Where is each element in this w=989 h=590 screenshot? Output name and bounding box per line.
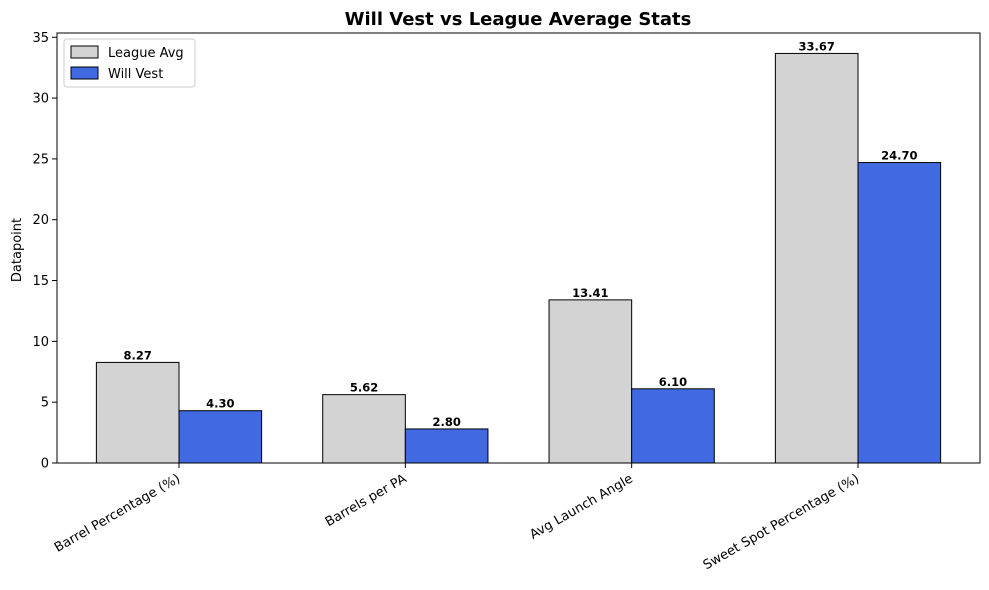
y-tick-label: 30 xyxy=(32,92,49,107)
x-tick-label: Barrels per PA xyxy=(323,471,410,530)
data-label: 5.62 xyxy=(350,381,378,395)
data-label: 4.30 xyxy=(206,397,234,411)
y-tick-label: 20 xyxy=(32,213,49,228)
data-label: 6.10 xyxy=(659,375,687,389)
legend: League Avg Will Vest xyxy=(63,38,196,88)
y-tick-label: 15 xyxy=(32,274,49,289)
y-axis-label: Datapoint xyxy=(10,218,25,282)
bar-league-avg xyxy=(548,299,633,464)
y-tick-label: 35 xyxy=(32,31,49,46)
x-axis: Barrel Percentage (%) Barrels per PA Avg L… xyxy=(52,463,862,573)
bar-will-vest xyxy=(404,428,489,464)
bars: 8.27 4.30 5.62 2.80 13.41 6.10 33.67 24.70 xyxy=(95,39,942,464)
y-tick-label: 0 xyxy=(41,457,49,472)
plot-frame xyxy=(56,32,981,464)
y-tick-label: 25 xyxy=(32,152,49,167)
legend-swatch xyxy=(70,66,99,80)
bar-will-vest xyxy=(631,388,715,464)
bar-league-avg xyxy=(774,52,859,464)
data-label: 2.80 xyxy=(432,415,460,429)
y-tick-label: 5 xyxy=(41,396,49,411)
x-tick-label: Barrel Percentage (%) xyxy=(52,471,183,555)
x-tick-label: Avg Launch Angle xyxy=(527,471,635,542)
bar-league-avg xyxy=(322,394,406,464)
legend-label: League Avg xyxy=(108,46,184,61)
x-tick-label: Sweet Spot Percentage (%) xyxy=(701,471,862,573)
data-label: 24.70 xyxy=(881,149,917,163)
bar-league-avg xyxy=(95,361,180,464)
y-tick-label: 10 xyxy=(32,335,49,350)
data-label: 8.27 xyxy=(124,348,152,362)
data-label: 13.41 xyxy=(572,286,608,300)
legend-label: Will Vest xyxy=(108,67,163,82)
bar-will-vest xyxy=(857,162,942,464)
legend-swatch xyxy=(70,45,99,59)
data-label: 33.67 xyxy=(798,39,834,53)
bar-will-vest xyxy=(178,410,263,464)
chart-title: Will Vest vs League Average Stats xyxy=(345,9,692,30)
y-axis: 0 5 10 15 20 25 30 35 xyxy=(32,31,57,472)
